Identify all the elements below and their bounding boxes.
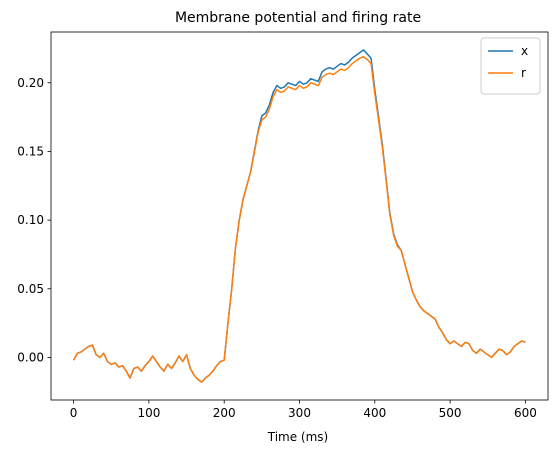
chart-title: Membrane potential and firing rate bbox=[175, 10, 421, 26]
x-tick-label: 100 bbox=[137, 406, 160, 420]
y-tick-label: 0.10 bbox=[17, 213, 44, 227]
y-tick-label: 0.00 bbox=[17, 350, 44, 364]
legend-label-r: r bbox=[521, 66, 526, 80]
y-tick-label: 0.05 bbox=[17, 282, 44, 296]
series-line-r bbox=[72, 55, 526, 383]
x-tick-label: 600 bbox=[514, 406, 537, 420]
y-tick-label: 0.15 bbox=[17, 144, 44, 158]
y-tick-label: 0.20 bbox=[17, 76, 44, 90]
plot-frame bbox=[50, 31, 549, 401]
x-axis-label: Time (ms) bbox=[267, 430, 329, 444]
series-line-x bbox=[72, 49, 526, 383]
y-axis: 0.00 0.05 0.10 0.15 0.20 bbox=[17, 76, 51, 364]
x-tick-label: 400 bbox=[363, 406, 386, 420]
x-tick-label: 500 bbox=[439, 406, 462, 420]
series-layer bbox=[72, 49, 526, 383]
x-axis: 0 100 200 300 400 500 600 bbox=[70, 400, 537, 420]
legend-label-x: x bbox=[521, 44, 528, 58]
legend-box bbox=[480, 37, 541, 95]
x-tick-label: 300 bbox=[288, 406, 311, 420]
legend: xr bbox=[480, 37, 541, 95]
x-tick-label: 0 bbox=[70, 406, 78, 420]
x-tick-label: 200 bbox=[213, 406, 236, 420]
